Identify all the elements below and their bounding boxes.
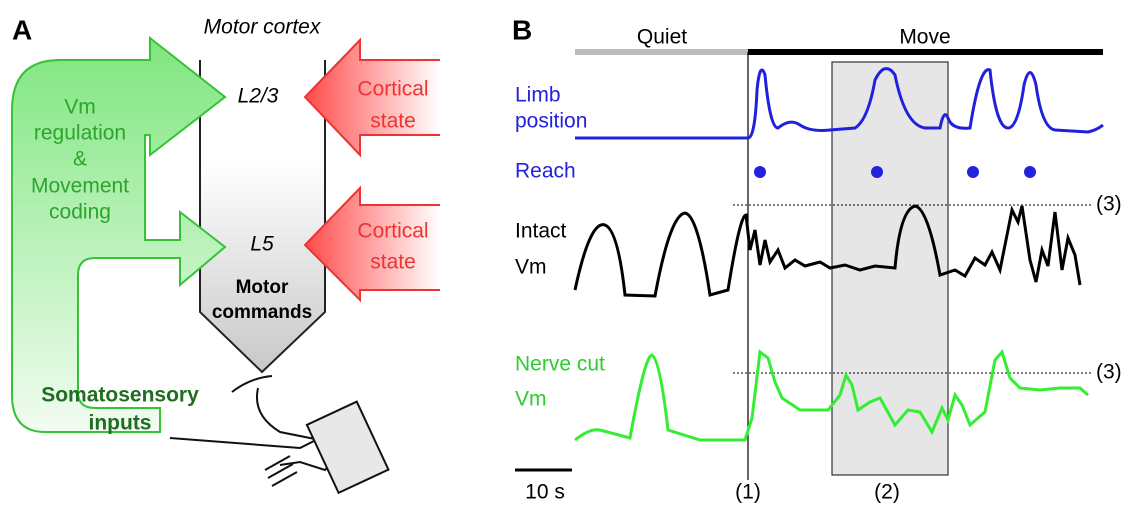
cortical-state: state	[370, 110, 416, 133]
motor-commands: commands	[212, 302, 312, 323]
move-label: Move	[899, 26, 950, 49]
green-arrow	[12, 38, 225, 432]
reach-dot	[754, 166, 766, 178]
reach-dot	[871, 166, 883, 178]
somatosensory: inputs	[89, 412, 152, 435]
cortex-title: Motor cortex	[204, 16, 322, 39]
trace-label: position	[515, 110, 587, 133]
figure: A Motor cortex L2/3 L5 Cortical state Co…	[0, 0, 1128, 508]
cortical-state: Cortical	[357, 220, 428, 243]
hand	[170, 376, 388, 493]
quiet-label: Quiet	[637, 26, 687, 49]
layer-label: L2/3	[238, 85, 279, 108]
trace-label: Nerve cut	[515, 353, 605, 376]
panel-a: A Motor cortex L2/3 L5 Cortical state Co…	[12, 14, 440, 492]
cortical-state: Cortical	[357, 78, 428, 101]
trace-label: Vm	[515, 388, 547, 411]
panel-label: B	[512, 14, 532, 45]
intact-trace	[575, 206, 1080, 296]
panel-label: A	[12, 14, 32, 45]
regulation-text: Vm	[64, 96, 96, 119]
reach-dot	[967, 166, 979, 178]
marker-label: (1)	[735, 481, 761, 504]
marker-label: (2)	[874, 481, 900, 504]
somatosensory: Somatosensory	[41, 384, 199, 407]
cortical-state: state	[370, 251, 416, 274]
scale-label: 10 s	[525, 481, 565, 504]
regulation-text: &	[73, 148, 87, 171]
trace-label: Limb	[515, 84, 561, 107]
reach-dot	[1024, 166, 1036, 178]
trace-label: Vm	[515, 256, 547, 279]
threshold-label: (3)	[1096, 193, 1122, 216]
trace-label: Reach	[515, 160, 576, 183]
regulation-text: Movement	[31, 175, 129, 198]
layer-label: L5	[250, 233, 274, 256]
panel-b: B Quiet Move Limb position Reach (3) Int…	[512, 14, 1122, 503]
column-fill	[200, 160, 325, 372]
regulation-text: regulation	[34, 122, 126, 145]
trace-label: Intact	[515, 220, 567, 243]
regulation-text: coding	[49, 201, 111, 224]
threshold-label: (3)	[1096, 361, 1122, 384]
motor-commands: Motor	[236, 277, 289, 298]
